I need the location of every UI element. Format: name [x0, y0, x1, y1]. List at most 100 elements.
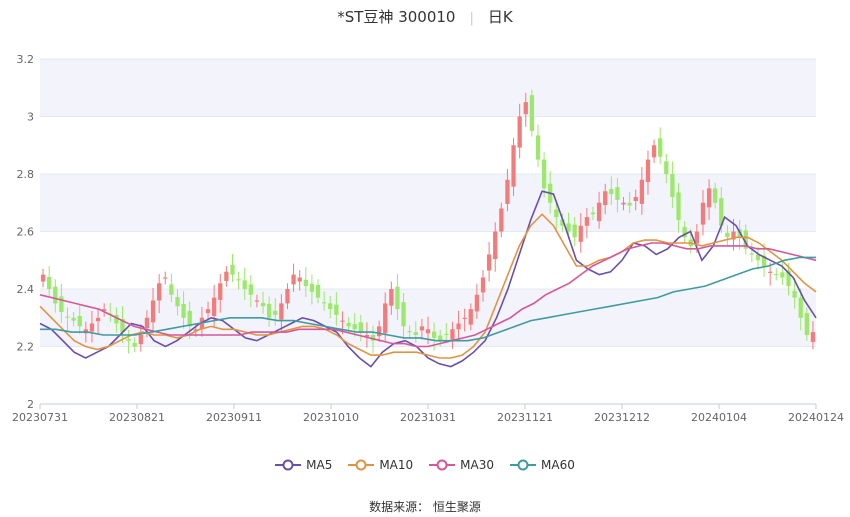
candle-body [315, 284, 321, 298]
candle-body [798, 297, 803, 318]
legend-item-ma10[interactable]: MA10 [348, 458, 413, 472]
candle-body [633, 197, 638, 202]
candle-body [658, 138, 663, 157]
candle-body [603, 191, 608, 206]
candle-body [266, 303, 272, 318]
candle-body [444, 333, 449, 335]
data-source: 数据来源： 恒生聚源 [0, 498, 850, 515]
candle-body [346, 322, 351, 327]
legend-marker-icon [275, 459, 302, 471]
candle-body [303, 279, 308, 287]
x-tick-label: 20231121 [497, 411, 553, 424]
candle-body [700, 202, 706, 225]
y-tick-label: 2 [27, 398, 34, 411]
candle-body [340, 320, 345, 322]
candle-body [181, 303, 186, 318]
candle-body [205, 309, 211, 314]
candlesticks [40, 89, 816, 354]
candle-body [486, 254, 492, 271]
candle-body [480, 277, 486, 293]
candle-body [523, 102, 528, 115]
legend-item-ma30[interactable]: MA30 [429, 458, 494, 472]
candle-body [627, 202, 632, 206]
kline-chart: 2 2.2 2.4 2.6 2.8 3 3.2 20230731 20230821 202309… [12, 53, 844, 424]
candle-body [248, 284, 253, 295]
candle-body [187, 310, 192, 327]
candle-body [218, 283, 223, 300]
candle-body [749, 253, 754, 255]
candle-body [713, 188, 718, 203]
candle-body [126, 339, 131, 341]
candle-body [175, 297, 180, 307]
candle-body [224, 271, 229, 281]
candle-body [260, 302, 266, 307]
candle-body [645, 159, 651, 183]
candle-body [761, 255, 767, 266]
candle-body [810, 332, 816, 342]
candle-body [621, 202, 626, 205]
x-tick-label: 20230731 [12, 411, 68, 424]
x-tick-label: 20231031 [400, 411, 456, 424]
candle-body [114, 314, 119, 324]
candle-body [53, 286, 58, 304]
candle-body [792, 290, 797, 298]
legend-label: MA5 [306, 458, 333, 472]
candle-body [438, 335, 443, 341]
plot-band [40, 174, 816, 232]
y-axis-ticks: 2 2.2 2.4 2.6 2.8 3 3.2 [17, 53, 35, 411]
candle-body [774, 274, 779, 276]
candle-body [450, 329, 455, 340]
ma-line-ma5 [39, 190, 817, 368]
candle-body [138, 335, 143, 345]
candle-body [493, 231, 498, 260]
y-tick-label: 3.2 [17, 53, 35, 66]
x-tick-label: 20230911 [206, 411, 262, 424]
candle-body [309, 283, 315, 292]
x-tick-label: 20231212 [594, 411, 650, 424]
legend-label: MA30 [460, 458, 495, 472]
legend-marker-icon [429, 459, 456, 471]
candle-body [639, 179, 644, 204]
candle-body [383, 303, 388, 334]
y-tick-label: 2.8 [17, 168, 35, 181]
candle-body [780, 272, 785, 278]
candle-body [401, 302, 406, 327]
moving-average-lines [39, 190, 817, 368]
legend-item-ma5[interactable]: MA5 [275, 458, 332, 472]
plot-bands [40, 59, 816, 347]
legend-label: MA60 [541, 458, 575, 472]
candle-body [517, 116, 522, 148]
candle-body [144, 317, 150, 329]
candle-body [169, 284, 174, 295]
candle-body [560, 219, 565, 226]
candle-body [529, 95, 535, 131]
candle-body [511, 145, 516, 187]
legend-marker-icon [510, 459, 537, 471]
chart-title-stock: *ST豆神 300010 [337, 8, 456, 26]
ma-line-ma60 [40, 256, 816, 342]
legend-item-ma60[interactable]: MA60 [510, 458, 575, 472]
y-tick-label: 3 [27, 111, 34, 124]
title-separator: | [469, 11, 474, 26]
candle-body [413, 332, 418, 335]
candle-body [102, 309, 107, 311]
candle-body [370, 335, 376, 341]
candle-body [431, 331, 437, 338]
x-tick-label: 20230821 [109, 411, 165, 424]
candle-body [395, 286, 400, 310]
candle-body [566, 223, 571, 232]
candle-body [65, 316, 70, 318]
candle-body [725, 232, 730, 238]
chart-title-period: 日K [487, 8, 513, 26]
candle-body [499, 208, 504, 232]
candle-body [694, 231, 699, 244]
candle-body [609, 188, 614, 195]
candle-body [755, 254, 761, 261]
ma-line-ma30 [39, 242, 817, 348]
candle-body [425, 329, 431, 334]
candle-body [743, 230, 748, 249]
candle-body [242, 280, 247, 289]
data-source-label: 数据来源： [369, 500, 430, 514]
x-tick-label: 20240104 [691, 411, 747, 424]
candle-body [163, 277, 168, 279]
